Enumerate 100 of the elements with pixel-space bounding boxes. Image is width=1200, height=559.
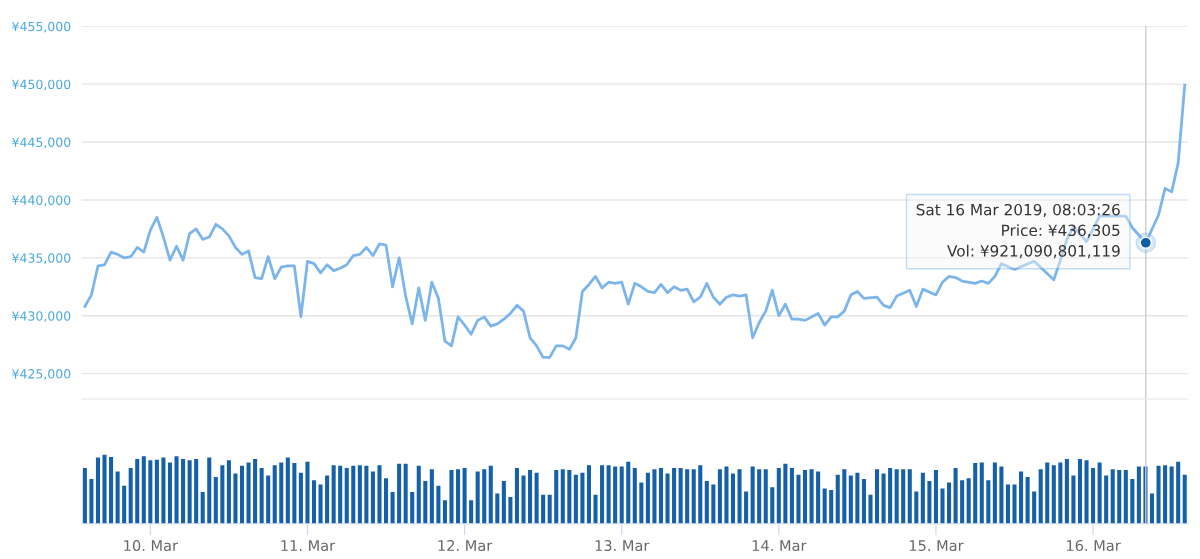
bar [1176,461,1181,524]
bar [639,482,644,524]
bar [861,478,866,524]
bar [1104,475,1109,524]
bar [1110,469,1115,524]
bar [770,487,775,524]
bar [266,475,271,524]
bar [992,462,997,524]
bar [174,456,179,524]
bar [534,472,539,524]
bar [521,475,526,524]
bar [809,469,814,524]
bar [469,500,474,524]
bar [619,466,624,524]
bar [351,465,356,524]
bar [1077,458,1083,524]
bar [364,465,369,524]
bar [259,467,264,524]
bar [541,494,546,524]
bar [986,480,991,524]
bar [318,484,323,524]
bar [1169,466,1174,524]
x-tick-label: 15. Mar [909,540,964,552]
bar [901,469,906,524]
bar [122,485,127,524]
bar [325,475,330,524]
bar [979,462,984,524]
bar [1032,491,1037,524]
bar [285,457,290,524]
bar [1149,493,1155,524]
bar [135,458,140,524]
bar [82,467,87,524]
bar [1123,470,1128,524]
bar [357,465,362,524]
bar [279,462,284,524]
bar [462,467,467,524]
bar [606,465,611,524]
x-tick-label: 16. Mar [1067,540,1121,552]
bar [1045,462,1050,524]
bar [442,500,447,524]
bar [685,469,690,524]
bar [554,470,559,524]
bar [888,467,893,524]
y-tick-label: ¥430,000 [12,311,71,322]
bar [128,467,133,524]
bar [567,470,572,524]
bar [115,471,120,524]
bar [717,469,722,524]
bar [730,473,736,524]
bar [1064,458,1069,524]
bar [95,457,100,524]
bar [724,466,729,524]
x-tick-label: 11. Mar [281,540,336,552]
bar [403,463,408,524]
bar [573,474,578,524]
bar [449,470,454,524]
bar [966,478,971,524]
y-tick-label: ¥440,000 [12,195,71,207]
bar [999,466,1004,524]
bar [802,470,808,524]
bar [822,488,827,524]
bar [704,481,709,524]
bar [194,458,199,524]
x-tick-label: 13. Mar [595,540,650,552]
y-tick-label: ¥445,000 [12,137,71,149]
bar [907,469,912,524]
bar [331,465,336,524]
bar [698,465,703,524]
bar [220,465,225,524]
x-tick-label: 14. Mar [752,540,807,552]
bar [501,481,506,524]
bar [311,480,317,524]
bar [914,491,919,524]
bar [1097,462,1102,524]
bar [207,457,212,524]
bar [1071,475,1076,524]
bar [305,461,310,524]
bar [488,465,493,524]
bar [848,475,853,524]
bar [292,463,297,524]
bar [508,496,513,524]
bar [672,467,677,524]
bar [141,456,146,524]
bar [737,469,742,524]
bar [1058,462,1063,524]
bar [272,465,277,524]
bar [829,490,834,524]
bar [665,473,670,524]
bar [855,472,860,524]
bar [626,461,631,524]
bar [148,460,153,524]
bar [868,494,873,524]
bar [423,481,428,524]
bar [757,469,762,524]
bar [776,467,781,524]
bar [835,474,840,524]
bar [973,463,978,524]
bar [593,494,598,524]
bar [383,478,389,524]
bar [410,492,415,524]
